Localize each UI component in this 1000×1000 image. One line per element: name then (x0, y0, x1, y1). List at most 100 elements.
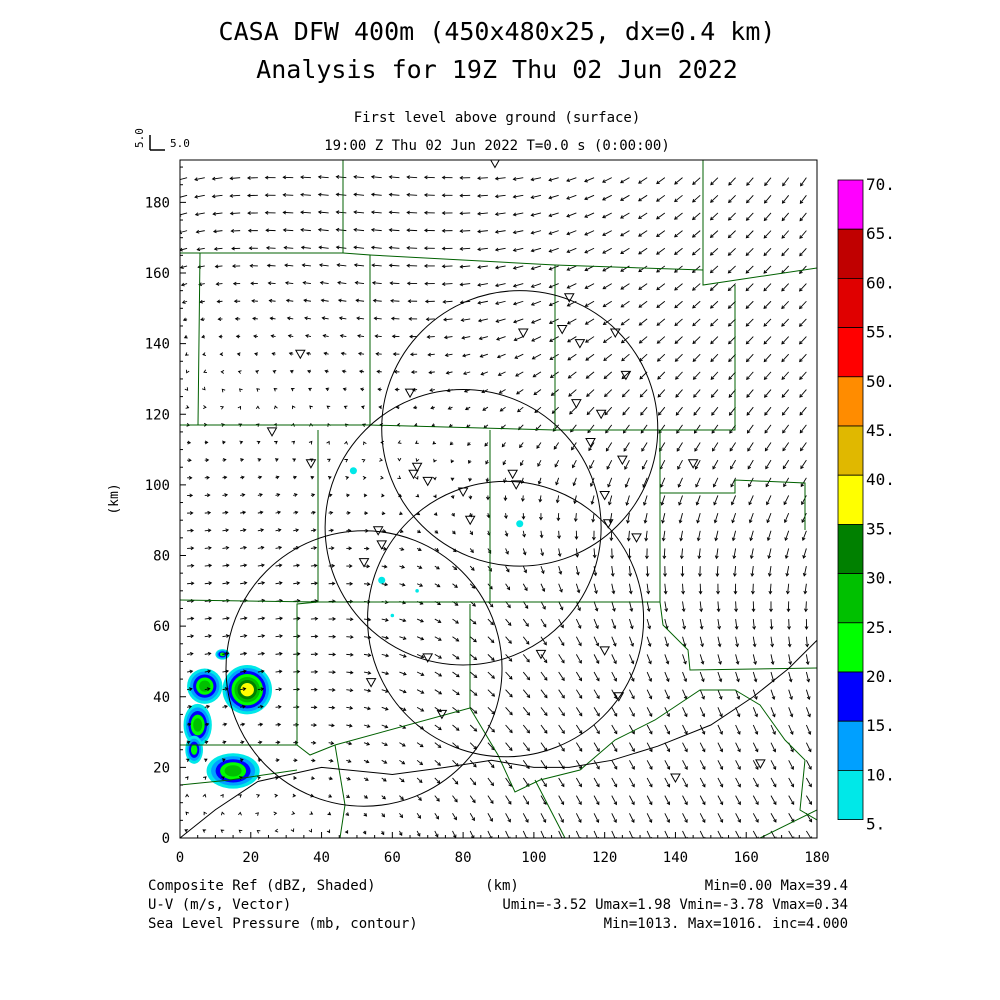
wind-vector (540, 689, 548, 698)
wind-vector (602, 194, 612, 201)
wind-vector (781, 265, 790, 274)
wind-vector (799, 318, 807, 327)
wind-arrowhead (477, 211, 481, 216)
wind-arrowhead (247, 211, 251, 216)
y-axis-label: (km) (107, 483, 122, 514)
wind-arrowhead (530, 302, 535, 306)
wind-vector (602, 283, 612, 290)
wind-vector (674, 336, 683, 344)
wind-vector (214, 247, 223, 250)
wind-arrowhead (745, 323, 750, 327)
wind-vector (664, 671, 670, 682)
wind-vector (752, 742, 759, 752)
wind-vector (692, 247, 701, 256)
wind-arrowhead (584, 232, 589, 236)
wind-vector (805, 671, 810, 682)
wind-vector (646, 707, 653, 717)
wind-arrowhead (781, 323, 785, 327)
wind-vector (584, 230, 595, 236)
wind-vector (495, 283, 506, 287)
wind-arrowhead (591, 536, 596, 541)
wind-arrowhead (763, 305, 768, 310)
wind-vector (416, 618, 424, 623)
wind-vector (213, 212, 223, 215)
wind-vector (469, 636, 477, 643)
wind-arrowhead (365, 777, 369, 781)
wind-arrowhead (258, 475, 263, 480)
station-marker-23 (464, 515, 476, 526)
wind-vector (575, 565, 579, 575)
wind-vector (674, 247, 683, 255)
wind-vector (593, 654, 600, 664)
wind-arrowhead (274, 458, 279, 462)
station-marker-14 (617, 455, 628, 466)
wind-vector (371, 176, 382, 179)
wind-arrowhead (240, 475, 245, 480)
wind-arrowhead (472, 799, 476, 804)
wind-vector (628, 583, 632, 594)
wind-arrowhead (357, 334, 361, 338)
wind-vector (434, 689, 442, 695)
wind-vector (487, 742, 495, 751)
wind-vector (717, 795, 723, 805)
wind-arrowhead (584, 178, 588, 183)
wind-arrowhead (592, 554, 597, 559)
wind-vector (477, 212, 488, 215)
wind-arrowhead (575, 571, 580, 576)
wind-vector (585, 318, 595, 325)
wind-arrowhead (187, 440, 192, 445)
wind-arrowhead (624, 466, 628, 470)
wind-arrowhead (196, 247, 201, 252)
wind-arrowhead (587, 429, 591, 434)
wind-vector (399, 689, 407, 693)
wind-arrowhead (638, 197, 642, 202)
wind-arrowhead (805, 661, 810, 666)
wind-arrowhead (596, 765, 600, 770)
wind-vector (540, 671, 548, 681)
wind-arrowhead (783, 483, 787, 488)
wind-vector (710, 336, 719, 344)
wind-arrowhead (676, 447, 681, 452)
wind-arrowhead (805, 643, 810, 648)
wind-vector (452, 689, 460, 695)
wind-vector (240, 635, 247, 638)
pressure-contour-0 (180, 639, 817, 838)
wind-vector (549, 247, 559, 253)
wind-arrowhead (747, 447, 751, 452)
wind-arrowhead (666, 713, 670, 718)
station-marker-5 (609, 328, 621, 339)
wind-arrowhead (512, 301, 517, 306)
wind-vector (469, 707, 478, 714)
wind-vector (293, 582, 300, 585)
wind-arrowhead (781, 376, 786, 381)
y-tick-label-8: 160 (145, 266, 170, 282)
wind-arrowhead (314, 669, 319, 674)
wind-vector (682, 707, 688, 717)
wind-vector (187, 670, 193, 673)
wind-vector (434, 742, 442, 748)
wind-arrowhead (355, 298, 360, 303)
wind-arrowhead (647, 643, 652, 647)
wind-vector (748, 477, 754, 487)
wind-vector (548, 177, 559, 181)
wind-vector (416, 706, 424, 712)
wind-arrowhead (745, 269, 750, 274)
wind-arrowhead (332, 652, 337, 657)
wind-vector (781, 318, 790, 327)
wind-arrowhead (574, 536, 579, 540)
wind-arrowhead (328, 794, 333, 798)
wind-arrowhead (341, 369, 346, 374)
wind-arrowhead (695, 483, 699, 488)
wind-arrowhead (536, 445, 540, 449)
station-marker-12 (305, 459, 317, 469)
wind-arrowhead (595, 625, 599, 630)
wind-vector (716, 566, 719, 577)
wind-arrowhead (419, 761, 424, 766)
wind-vector (745, 318, 754, 327)
wind-arrowhead (691, 251, 696, 256)
wind-vector (558, 601, 563, 610)
wind-vector (363, 689, 371, 692)
wind-arrowhead (354, 280, 359, 285)
wind-arrowhead (524, 605, 529, 610)
wind-arrowhead (620, 197, 624, 201)
